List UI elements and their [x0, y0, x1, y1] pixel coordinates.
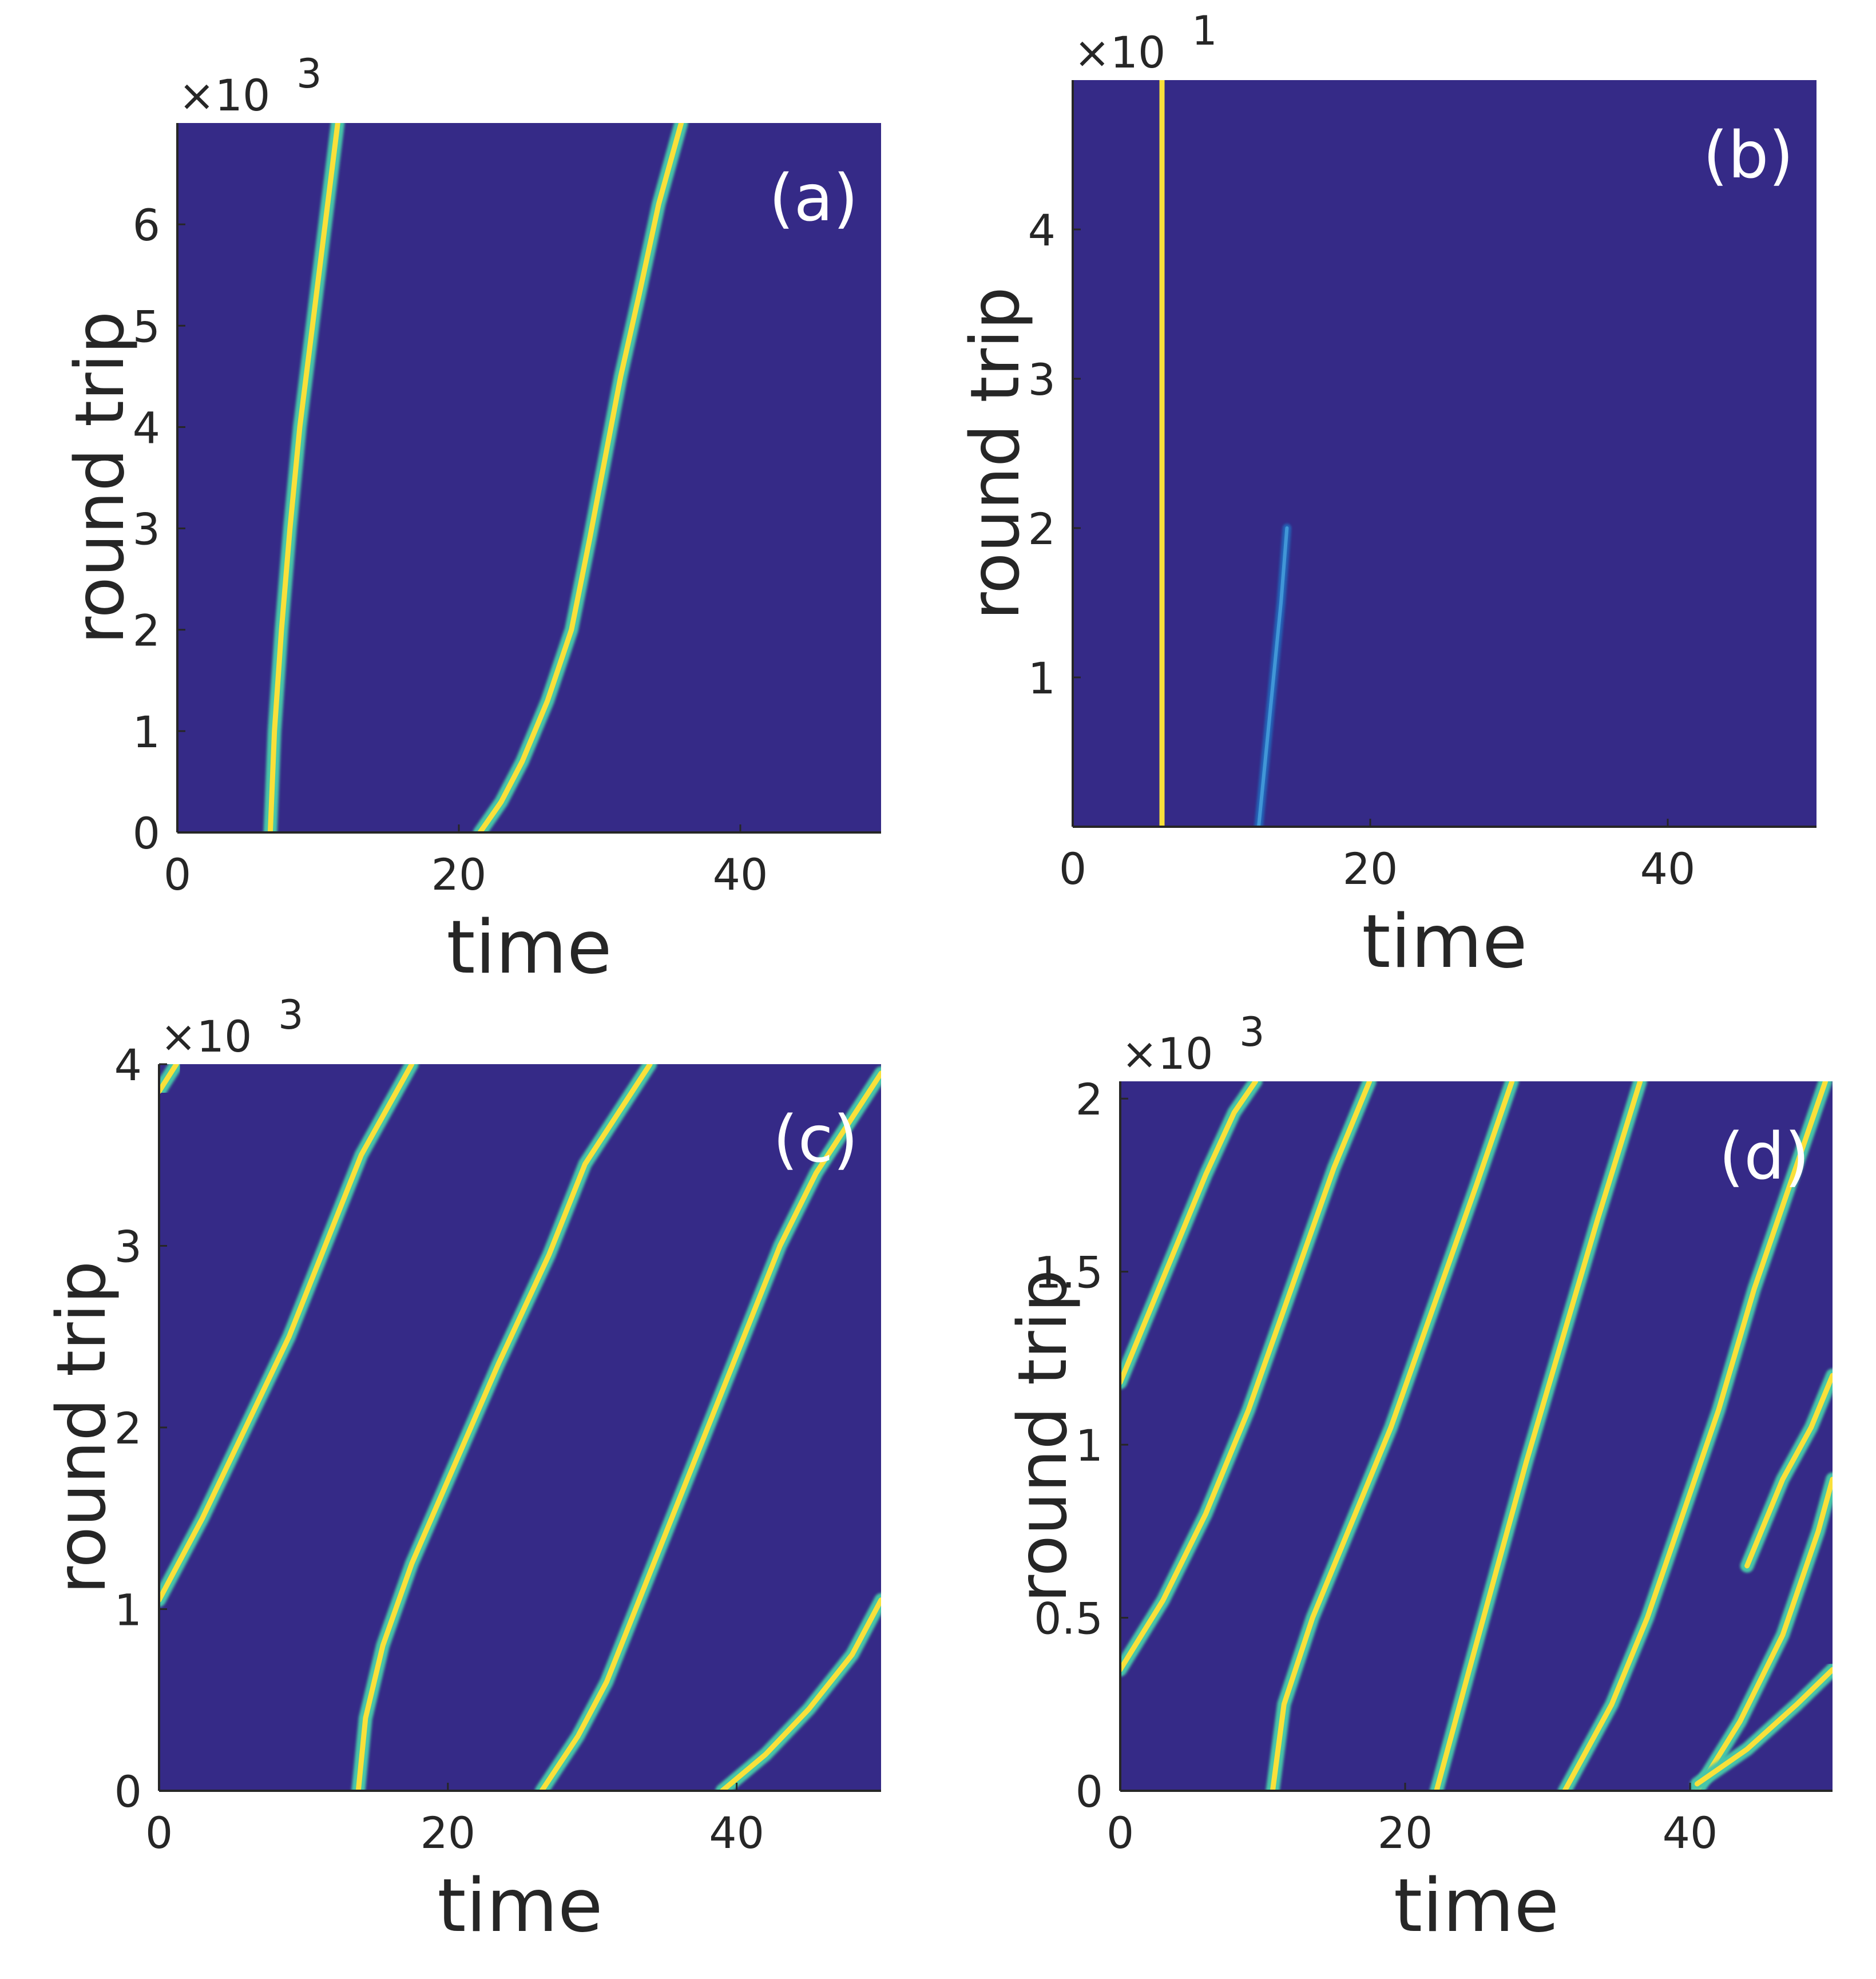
x-tick-label: 20: [420, 1807, 475, 1858]
y-tick-label: 1: [1028, 653, 1056, 704]
x-axis-label: time: [1362, 899, 1527, 985]
panel-label: (c): [773, 1102, 858, 1177]
y-tick-label: 6: [133, 200, 160, 251]
panel-d: 0 20 40 0 0.5 1 1.5 2 time round trip ×10 3 (d): [1003, 1009, 1833, 1949]
soliton-trace-1: [263, 123, 345, 832]
soliton-trace-7: [1690, 1663, 1833, 1791]
y-tick-label: 4: [133, 402, 160, 453]
y-tick-label: 3: [1028, 354, 1056, 405]
x-axis-label: time: [437, 1863, 602, 1949]
x-tick-label: 20: [431, 849, 487, 900]
x-tick-label: 40: [713, 849, 768, 900]
soliton-trace-4: [1429, 1081, 1647, 1791]
panel-a: 0 20 40 0 1 2 3 4 5 6 time round trip ×10 3 (a): [60, 50, 881, 990]
y-axis-label: round trip: [60, 311, 139, 645]
x-tick-label: 20: [1378, 1807, 1433, 1858]
panel-b: 0 20 40 1 2 3 4 time round trip ×10 1 (b): [955, 7, 1816, 985]
y-tick-label: 0: [1076, 1766, 1103, 1817]
soliton-trace-5: [1557, 1081, 1833, 1791]
x-axis-label: time: [446, 905, 612, 990]
soliton-trace-4: [534, 1066, 881, 1791]
y-tick-label: 2: [114, 1403, 142, 1454]
soliton-trace-2: [1254, 523, 1291, 827]
panel-c: 0 20 40 0 1 2 3 4 time round trip ×10 3 (c): [42, 992, 881, 1949]
y-tick-label: 2: [1076, 1074, 1103, 1125]
y-tick-label: 2: [1028, 503, 1056, 554]
y-tick-label: 0: [114, 1766, 142, 1817]
y-tick-label: 1: [114, 1585, 142, 1636]
y-axis-exponent: 3: [1239, 1009, 1265, 1056]
panel-label: (d): [1719, 1120, 1810, 1194]
y-tick-label: 2: [133, 605, 160, 656]
y-tick-label: 3: [133, 504, 160, 555]
x-tick-label: 0: [1059, 843, 1086, 894]
panel-label: (a): [769, 161, 858, 236]
y-axis-multiplier: ×10: [1074, 27, 1165, 78]
y-tick-label: 4: [1028, 205, 1056, 256]
y-axis-exponent: 3: [278, 992, 304, 1038]
soliton-trace-1: [159, 1064, 419, 1607]
soliton-trace-1: [1120, 1081, 1263, 1390]
heatmap-background: [159, 1064, 881, 1791]
y-axis-label: round trip: [42, 1261, 121, 1595]
x-tick-label: 20: [1343, 843, 1398, 894]
x-tick-label: 40: [709, 1807, 764, 1858]
x-tick-label: 40: [1663, 1807, 1718, 1858]
soliton-trace-8: [1740, 1369, 1833, 1573]
y-axis-label: round trip: [1003, 1270, 1082, 1603]
y-axis-multiplier: ×10: [179, 70, 270, 121]
x-axis-label: time: [1394, 1863, 1559, 1949]
soliton-trace-6: [1690, 1472, 1833, 1791]
y-tick-label: 1.5: [1034, 1247, 1103, 1298]
soliton-trace-2: [159, 1064, 184, 1098]
y-axis-exponent: 1: [1192, 7, 1217, 54]
y-axis-exponent: 3: [296, 50, 322, 97]
y-axis-multiplier: ×10: [160, 1011, 252, 1062]
soliton-trace-2: [473, 123, 688, 832]
soliton-trace-2: [1120, 1081, 1377, 1677]
y-tick-label: 0: [133, 808, 160, 859]
y-tick-label: 5: [133, 301, 160, 352]
y-tick-label: 1: [1076, 1420, 1103, 1471]
soliton-trace-3: [351, 1064, 657, 1791]
y-tick-label: 3: [114, 1221, 142, 1272]
soliton-trace-5: [715, 1593, 881, 1791]
panel-label: (b): [1703, 118, 1794, 193]
y-axis-multiplier: ×10: [1121, 1028, 1213, 1079]
y-tick-label: 4: [114, 1040, 142, 1090]
y-tick-label: 0.5: [1034, 1593, 1103, 1644]
x-tick-label: 0: [1106, 1807, 1134, 1858]
x-tick-label: 0: [164, 849, 191, 900]
heatmap-background: [1073, 80, 1816, 827]
x-tick-label: 0: [145, 1807, 173, 1858]
y-tick-label: 1: [133, 707, 160, 758]
soliton-trace-3: [1266, 1081, 1519, 1791]
x-tick-label: 40: [1640, 843, 1696, 894]
y-axis-label: round trip: [955, 287, 1034, 620]
